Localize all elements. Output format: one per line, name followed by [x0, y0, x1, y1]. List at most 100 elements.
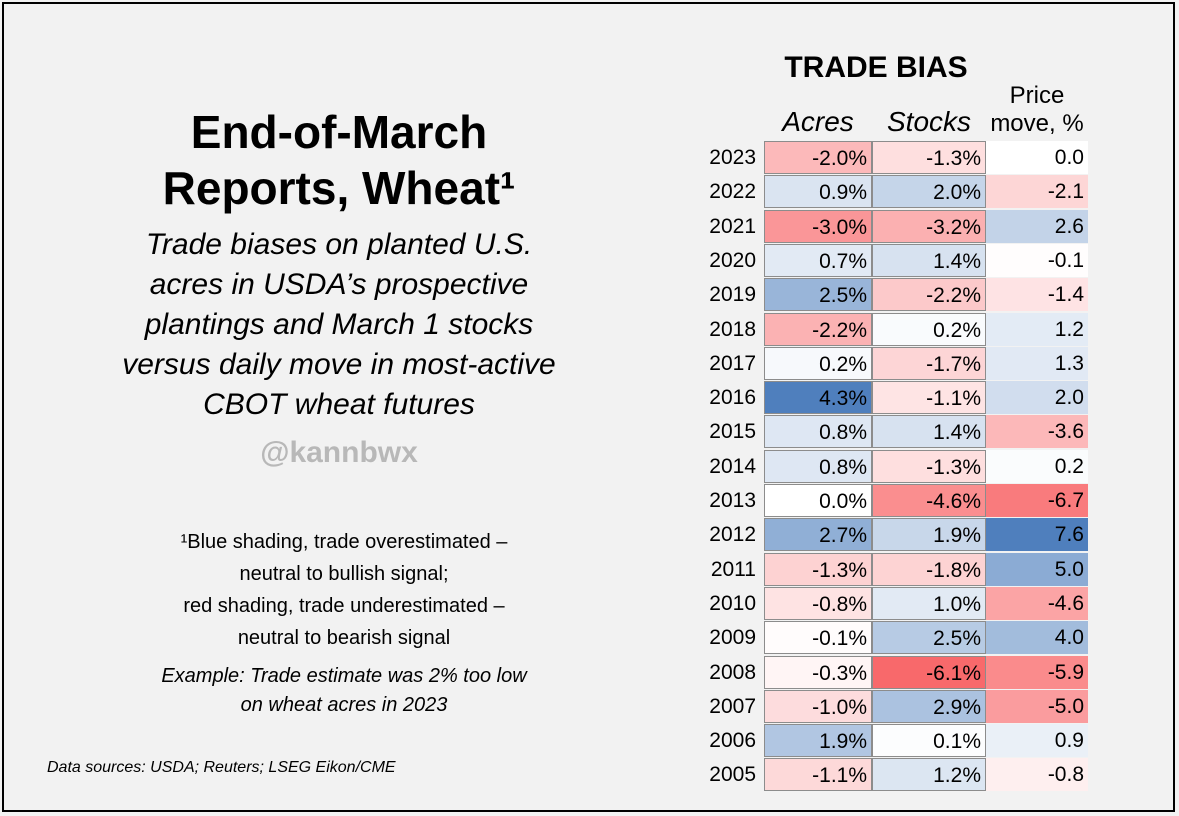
year-label: 2009: [709, 626, 756, 650]
stocks-cell: -2.2%: [872, 278, 986, 312]
table-row: 2011 -1.3% -1.8% 5.0: [694, 552, 1088, 587]
stocks-cell: -1.3%: [872, 449, 986, 483]
year-label: 2015: [709, 420, 756, 444]
example-line: Example: Trade estimate was 2% too low: [161, 665, 527, 687]
footnote: ¹Blue shading, trade overestimated – neu…: [84, 526, 604, 654]
acres-cell: 0.7%: [764, 243, 872, 277]
table-title: TRADE BIAS: [784, 51, 968, 84]
subtitle-line: plantings and March 1 stocks: [144, 308, 534, 341]
footnote-line: ¹Blue shading, trade overestimated –: [180, 531, 508, 553]
price-cell: -3.6: [986, 415, 1088, 449]
price-cell: 1.3: [986, 346, 1088, 380]
year-label: 2005: [709, 763, 756, 787]
acres-cell: -0.1%: [764, 621, 872, 655]
column-header-stocks: Stocks: [886, 106, 972, 137]
stocks-cell: -4.6%: [872, 484, 986, 517]
stocks-cell: 1.0%: [872, 586, 986, 620]
acres-cell: -1.0%: [764, 689, 872, 723]
stocks-cell: -3.2%: [872, 209, 986, 243]
acres-cell: 0.0%: [764, 484, 872, 517]
stocks-cell: 2.9%: [872, 689, 986, 723]
acres-cell: 0.8%: [764, 415, 872, 449]
acres-cell: 0.8%: [764, 449, 872, 483]
stocks-cell: -1.7%: [872, 346, 986, 380]
acres-cell: 0.2%: [764, 346, 872, 380]
acres-cell: -1.3%: [764, 552, 872, 586]
table-row: 2014 0.8% -1.3% 0.2: [694, 449, 1088, 484]
data-sources: Data sources: USDA; Reuters; LSEG Eikon/…: [47, 759, 396, 776]
column-header-price: Price move, %: [986, 82, 1088, 138]
table-row: 2019 2.5% -2.2% -1.4: [694, 278, 1088, 312]
acres-cell: 2.7%: [764, 518, 872, 552]
column-header-acres: Acres: [782, 106, 854, 137]
price-cell: -4.6: [986, 586, 1088, 620]
table-row: 2016 4.3% -1.1% 2.0: [694, 381, 1088, 415]
footnote-line: neutral to bearish signal: [237, 627, 451, 649]
footnote-line: neutral to bullish signal;: [239, 563, 449, 585]
year-label: 2020: [709, 248, 756, 272]
price-cell: -6.7: [986, 484, 1088, 517]
price-header-line: move, %: [990, 110, 1084, 137]
stocks-cell: 2.0%: [872, 175, 986, 209]
table-row: 2021 -3.0% -3.2% 2.6: [694, 209, 1088, 244]
acres-cell: 4.3%: [764, 381, 872, 415]
price-header-line: Price: [1009, 82, 1065, 109]
price-cell: -0.8: [986, 758, 1088, 792]
table-row: 2008 -0.3% -6.1% -5.9: [694, 655, 1088, 690]
stocks-cell: 2.5%: [872, 621, 986, 655]
stocks-cell: 0.1%: [872, 724, 986, 758]
table-row: 2020 0.7% 1.4% -0.1: [694, 243, 1088, 278]
table-row: 2006 1.9% 0.1% 0.9: [694, 724, 1088, 758]
table-row: 2013 0.0% -4.6% -6.7: [694, 484, 1088, 518]
title-line-1: End-of-March: [190, 106, 488, 158]
year-label: 2006: [709, 729, 756, 753]
subtitle-line: versus daily move in most-active: [122, 348, 556, 381]
stocks-cell: 1.9%: [872, 518, 986, 552]
year-label: 2023: [709, 146, 756, 169]
footnote-line: red shading, trade underestimated –: [183, 595, 505, 617]
year-label: 2014: [709, 454, 756, 478]
year-label: 2010: [709, 591, 756, 615]
year-label: 2018: [709, 317, 756, 341]
price-cell: 5.0: [986, 552, 1088, 586]
price-cell: -5.0: [986, 689, 1088, 723]
price-cell: -0.1: [986, 243, 1088, 277]
price-cell: -5.9: [986, 655, 1088, 689]
subtitle-line: CBOT wheat futures: [203, 388, 475, 421]
subtitle-line: acres in USDA’s prospective: [149, 268, 529, 301]
stocks-cell: -1.1%: [872, 381, 986, 415]
author-handle: @kannbwx: [260, 436, 418, 469]
example-line: on wheat acres in 2023: [240, 694, 448, 716]
table-row: 2012 2.7% 1.9% 7.6: [694, 518, 1088, 552]
year-label: 2008: [709, 660, 756, 684]
acres-cell: 2.5%: [764, 278, 872, 312]
stocks-cell: 1.4%: [872, 415, 986, 449]
price-cell: 2.0: [986, 381, 1088, 415]
acres-cell: 1.9%: [764, 724, 872, 758]
year-label: 2012: [709, 523, 756, 547]
table-row: 2018 -2.2% 0.2% 1.2: [694, 312, 1088, 347]
page-title: End-of-March Reports, Wheat¹: [84, 104, 594, 216]
table-row: 2009 -0.1% 2.5% 4.0: [694, 621, 1088, 655]
stocks-cell: -1.8%: [872, 552, 986, 586]
acres-cell: -0.3%: [764, 655, 872, 689]
year-label: 2007: [709, 694, 756, 718]
table-row: 2007 -1.0% 2.9% -5.0: [694, 689, 1088, 724]
year-label: 2017: [709, 351, 756, 375]
table-row: 2023 -2.0% -1.3% 0.0: [694, 141, 1088, 175]
stocks-cell: 0.2%: [872, 312, 986, 346]
price-cell: 0.2: [986, 449, 1088, 483]
price-cell: -2.1: [986, 175, 1088, 209]
acres-cell: -1.1%: [764, 758, 872, 792]
example-note: Example: Trade estimate was 2% too low o…: [84, 662, 604, 720]
price-cell: 7.6: [986, 518, 1088, 552]
table-row: 2022 0.9% 2.0% -2.1: [694, 175, 1088, 209]
acres-cell: -0.8%: [764, 586, 872, 620]
stocks-cell: 1.2%: [872, 758, 986, 792]
stocks-cell: -6.1%: [872, 655, 986, 689]
stocks-cell: 1.4%: [872, 243, 986, 277]
year-label: 2011: [710, 557, 756, 581]
year-label: 2021: [709, 214, 756, 238]
table-row: 2015 0.8% 1.4% -3.6: [694, 415, 1088, 449]
